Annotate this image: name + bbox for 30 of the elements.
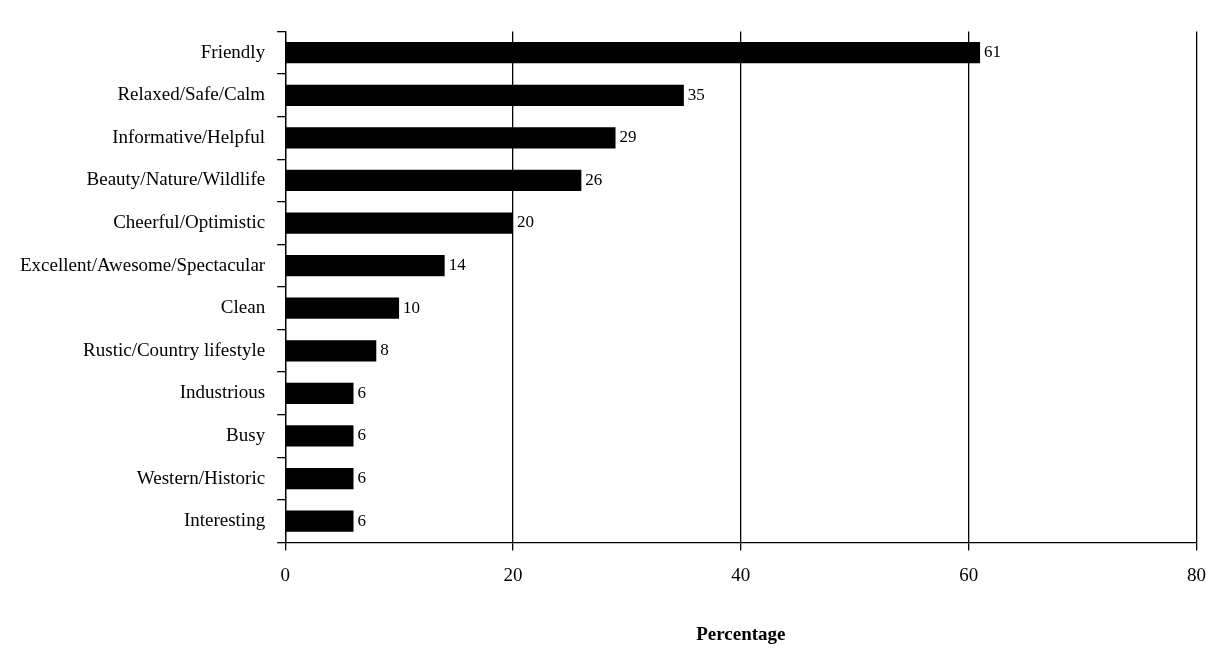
data-label: 8	[380, 340, 389, 360]
y-tick-label: Relaxed/Safe/Calm	[117, 83, 266, 105]
x-tick-label: 20	[503, 563, 523, 585]
data-label: 6	[357, 382, 366, 402]
data-label: 6	[357, 510, 366, 530]
data-label: 20	[516, 212, 534, 232]
data-label: 61	[984, 42, 1002, 62]
data-label: 10	[403, 297, 421, 317]
y-tick-label: Beauty/Nature/Wildlife	[86, 168, 266, 190]
y-tick-label: Industrious	[179, 381, 266, 403]
y-tick-label: Informative/Helpful	[112, 125, 266, 147]
y-tick-label: Busy	[226, 423, 266, 445]
x-axis-title: Percentage	[696, 622, 786, 644]
x-tick-label: 0	[280, 563, 290, 585]
data-label: 6	[357, 425, 366, 445]
data-label: 26	[585, 169, 603, 189]
y-tick-label: Clean	[220, 296, 266, 318]
y-tick-label: Western/Historic	[136, 466, 266, 488]
y-tick-label: Excellent/Awesome/Spectacular	[20, 253, 266, 275]
x-tick-label: 40	[731, 563, 751, 585]
data-label: 6	[357, 467, 366, 487]
data-label: 29	[619, 127, 637, 147]
data-label: 14	[448, 255, 467, 275]
data-label: 35	[687, 84, 705, 104]
y-tick-label: Friendly	[200, 40, 266, 62]
x-tick-label: 80	[1187, 563, 1206, 585]
y-tick-label: Rustic/Country lifestyle	[83, 338, 266, 360]
x-tick-label: 60	[959, 563, 979, 585]
y-tick-label: Cheerful/Optimistic	[113, 211, 266, 233]
y-tick-label: Interesting	[183, 509, 266, 531]
